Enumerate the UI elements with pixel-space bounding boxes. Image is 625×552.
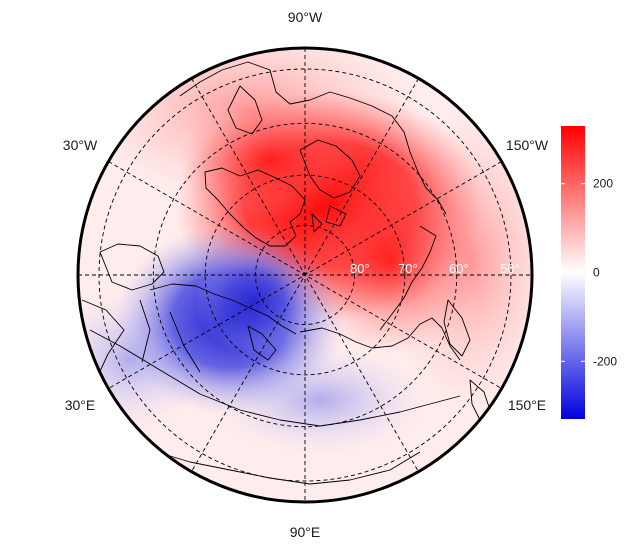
colorbar-tick-label: 200 bbox=[593, 177, 613, 191]
meridian-line bbox=[108, 161, 502, 389]
canadian-archipelago bbox=[299, 139, 361, 233]
latitude-labels: 80° 70° 60° 50° bbox=[350, 261, 520, 276]
lon-label-90e: 90°E bbox=[290, 524, 321, 540]
hudson-bay bbox=[227, 85, 263, 135]
colorbar-ticks: 200 0 -200 bbox=[561, 177, 617, 368]
lon-label-150e: 150°E bbox=[508, 397, 546, 413]
lon-label-150w: 150°W bbox=[506, 137, 549, 153]
lat-label-60: 60° bbox=[449, 261, 469, 276]
siberia-coast bbox=[299, 317, 461, 361]
colorbar: 200 0 -200 bbox=[561, 126, 617, 419]
novaya-zemlya bbox=[247, 325, 277, 361]
lon-label-30e: 30°E bbox=[65, 397, 96, 413]
lat-label-50: 50° bbox=[500, 261, 520, 276]
longitude-labels: 90°W 30°W 150°W 30°E 150°E 90°E bbox=[63, 9, 549, 540]
eurasia-interior-border bbox=[89, 329, 461, 427]
map-border bbox=[76, 46, 534, 504]
graticule bbox=[78, 48, 532, 502]
lon-label-90w: 90°W bbox=[288, 9, 323, 25]
colorbar-tick-label: -200 bbox=[593, 354, 617, 368]
colorbar-tick-label: 0 bbox=[593, 266, 600, 280]
lat-label-80: 80° bbox=[350, 261, 370, 276]
kamchatka bbox=[443, 299, 471, 357]
lat-label-70: 70° bbox=[398, 261, 418, 276]
scandinavia bbox=[99, 243, 165, 291]
lon-label-30w: 30°W bbox=[63, 137, 98, 153]
